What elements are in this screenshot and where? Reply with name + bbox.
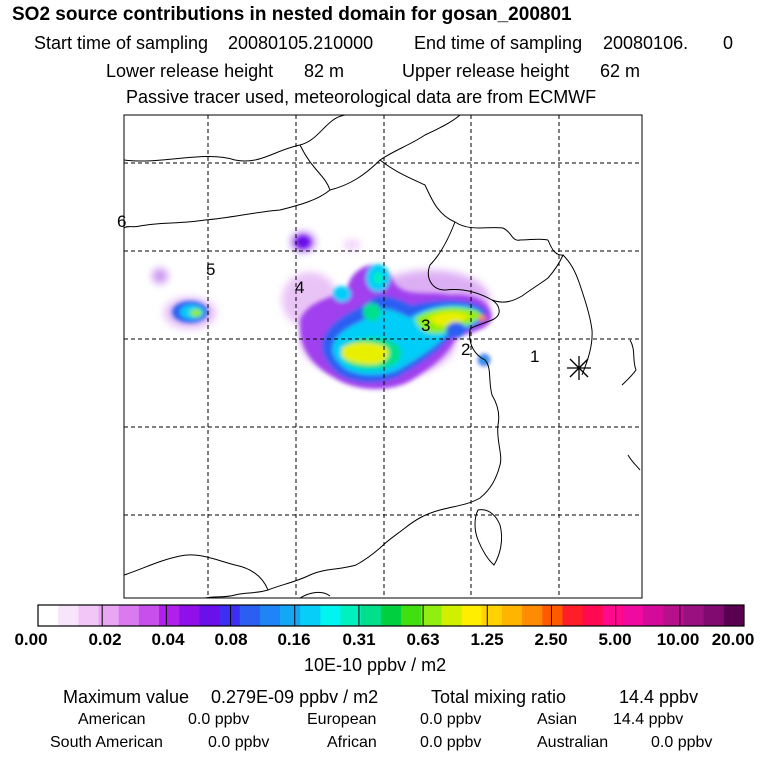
colorbar-label: 0.08 bbox=[214, 630, 248, 649]
end-time-extra: 0 bbox=[723, 33, 734, 53]
colorbar-swatch bbox=[522, 605, 543, 626]
colorbar-label: 0.00 bbox=[14, 630, 48, 649]
colorbar-swatch bbox=[360, 605, 382, 626]
colorbar-swatch bbox=[441, 605, 462, 626]
region-value-australian: 0.0 ppbv bbox=[651, 734, 713, 751]
colorbar bbox=[38, 605, 745, 626]
grid-lines bbox=[124, 115, 642, 598]
colorbar-swatch bbox=[461, 605, 483, 626]
region-name-south-american: South American bbox=[50, 734, 163, 751]
colorbar-swatch bbox=[340, 605, 362, 626]
source-marker-5: 5 bbox=[206, 260, 215, 279]
source-marker-6: 6 bbox=[117, 212, 126, 231]
colorbar-label: 10.00 bbox=[656, 630, 700, 649]
colorbar-swatch bbox=[138, 605, 160, 626]
colorbar-frame bbox=[37, 604, 745, 627]
tracer-note: Passive tracer used, meteorological data… bbox=[126, 87, 597, 107]
colorbar-swatch bbox=[683, 605, 705, 626]
colorbar-label: 0.31 bbox=[342, 630, 376, 649]
region-value-south-american: 0.0 ppbv bbox=[208, 734, 270, 751]
region-name-asian: Asian bbox=[537, 711, 578, 728]
colorbar-swatch bbox=[259, 605, 281, 626]
colorbar-swatch bbox=[239, 605, 261, 626]
end-time-value: 20080106. bbox=[603, 33, 689, 53]
colorbar-swatch bbox=[98, 605, 120, 626]
colorbar-swatch bbox=[421, 605, 442, 626]
coastlines bbox=[124, 115, 641, 598]
colorbar-swatch bbox=[542, 605, 563, 626]
source-marker-2: 2 bbox=[461, 340, 470, 359]
colorbar-swatch bbox=[602, 605, 624, 626]
colorbar-label: 0.02 bbox=[88, 630, 122, 649]
colorbar-label: 5.00 bbox=[598, 630, 632, 649]
region-value-european: 0.0 ppbv bbox=[420, 711, 482, 728]
colorbar-label: 0.63 bbox=[406, 630, 440, 649]
source-marker-3: 3 bbox=[421, 316, 430, 335]
colorbar-swatch bbox=[199, 605, 220, 626]
region-name-australian: Australian bbox=[537, 734, 609, 751]
colorbar-swatch bbox=[118, 605, 140, 626]
colorbar-swatch bbox=[219, 605, 241, 626]
max-value: 0.279E-09 ppbv / m2 bbox=[211, 687, 379, 707]
colorbar-swatch bbox=[300, 605, 321, 626]
region-value-american: 0.0 ppbv bbox=[188, 711, 250, 728]
colorbar-label: 20.00 bbox=[711, 630, 755, 649]
region-value-african: 0.0 ppbv bbox=[420, 734, 482, 751]
colorbar-label: 0.04 bbox=[151, 630, 185, 649]
upper-release-label: Upper release height bbox=[402, 61, 570, 81]
colorbar-swatch bbox=[179, 605, 200, 626]
colorbar-swatch bbox=[643, 605, 664, 626]
plume-inner bbox=[172, 236, 492, 389]
colorbar-swatch bbox=[38, 605, 59, 626]
source-marker-1: 1 bbox=[530, 347, 539, 366]
colorbar-label: 1.25 bbox=[470, 630, 504, 649]
end-time-label: End time of sampling bbox=[414, 33, 583, 53]
colorbar-swatch bbox=[401, 605, 422, 626]
start-time-value: 20080105.210000 bbox=[228, 33, 374, 53]
figure-title: SO2 source contributions in nested domai… bbox=[12, 4, 572, 25]
region-name-european: European bbox=[307, 711, 377, 728]
colorbar-swatch bbox=[58, 605, 79, 626]
colorbar-swatch bbox=[481, 605, 503, 626]
max-value-label: Maximum value bbox=[63, 687, 190, 707]
colorbar-swatch bbox=[562, 605, 584, 626]
map-frame bbox=[123, 114, 643, 599]
colorbar-swatch bbox=[703, 605, 725, 626]
colorbar-swatch bbox=[622, 605, 644, 626]
colorbar-swatch bbox=[582, 605, 604, 626]
colorbar-swatch bbox=[159, 605, 180, 626]
region-name-american: American bbox=[78, 711, 146, 728]
colorbar-swatch bbox=[380, 605, 402, 626]
colorbar-swatch bbox=[501, 605, 523, 626]
lower-release-value: 82 m bbox=[304, 61, 345, 81]
colorbar-swatch bbox=[723, 605, 745, 626]
colorbar-swatch bbox=[78, 605, 99, 626]
lower-release-label: Lower release height bbox=[106, 61, 274, 81]
colorbar-swatch bbox=[320, 605, 341, 626]
start-time-label: Start time of sampling bbox=[34, 33, 209, 53]
region-name-african: African bbox=[327, 734, 377, 751]
colorbar-swatch bbox=[280, 605, 301, 626]
colorbar-ticks bbox=[101, 605, 681, 626]
source-marker-4: 4 bbox=[295, 278, 304, 297]
colorbar-label: 2.50 bbox=[534, 630, 568, 649]
upper-release-value: 62 m bbox=[600, 61, 641, 81]
colorbar-swatch bbox=[663, 605, 684, 626]
colorbar-unit: 10E-10 ppbv / m2 bbox=[304, 655, 447, 675]
region-value-asian: 14.4 ppbv bbox=[613, 711, 684, 728]
asterisk-icon bbox=[567, 356, 591, 380]
total-mixing-label: Total mixing ratio bbox=[431, 687, 567, 707]
colorbar-label: 0.16 bbox=[277, 630, 311, 649]
total-mixing-value: 14.4 ppbv bbox=[619, 687, 699, 707]
